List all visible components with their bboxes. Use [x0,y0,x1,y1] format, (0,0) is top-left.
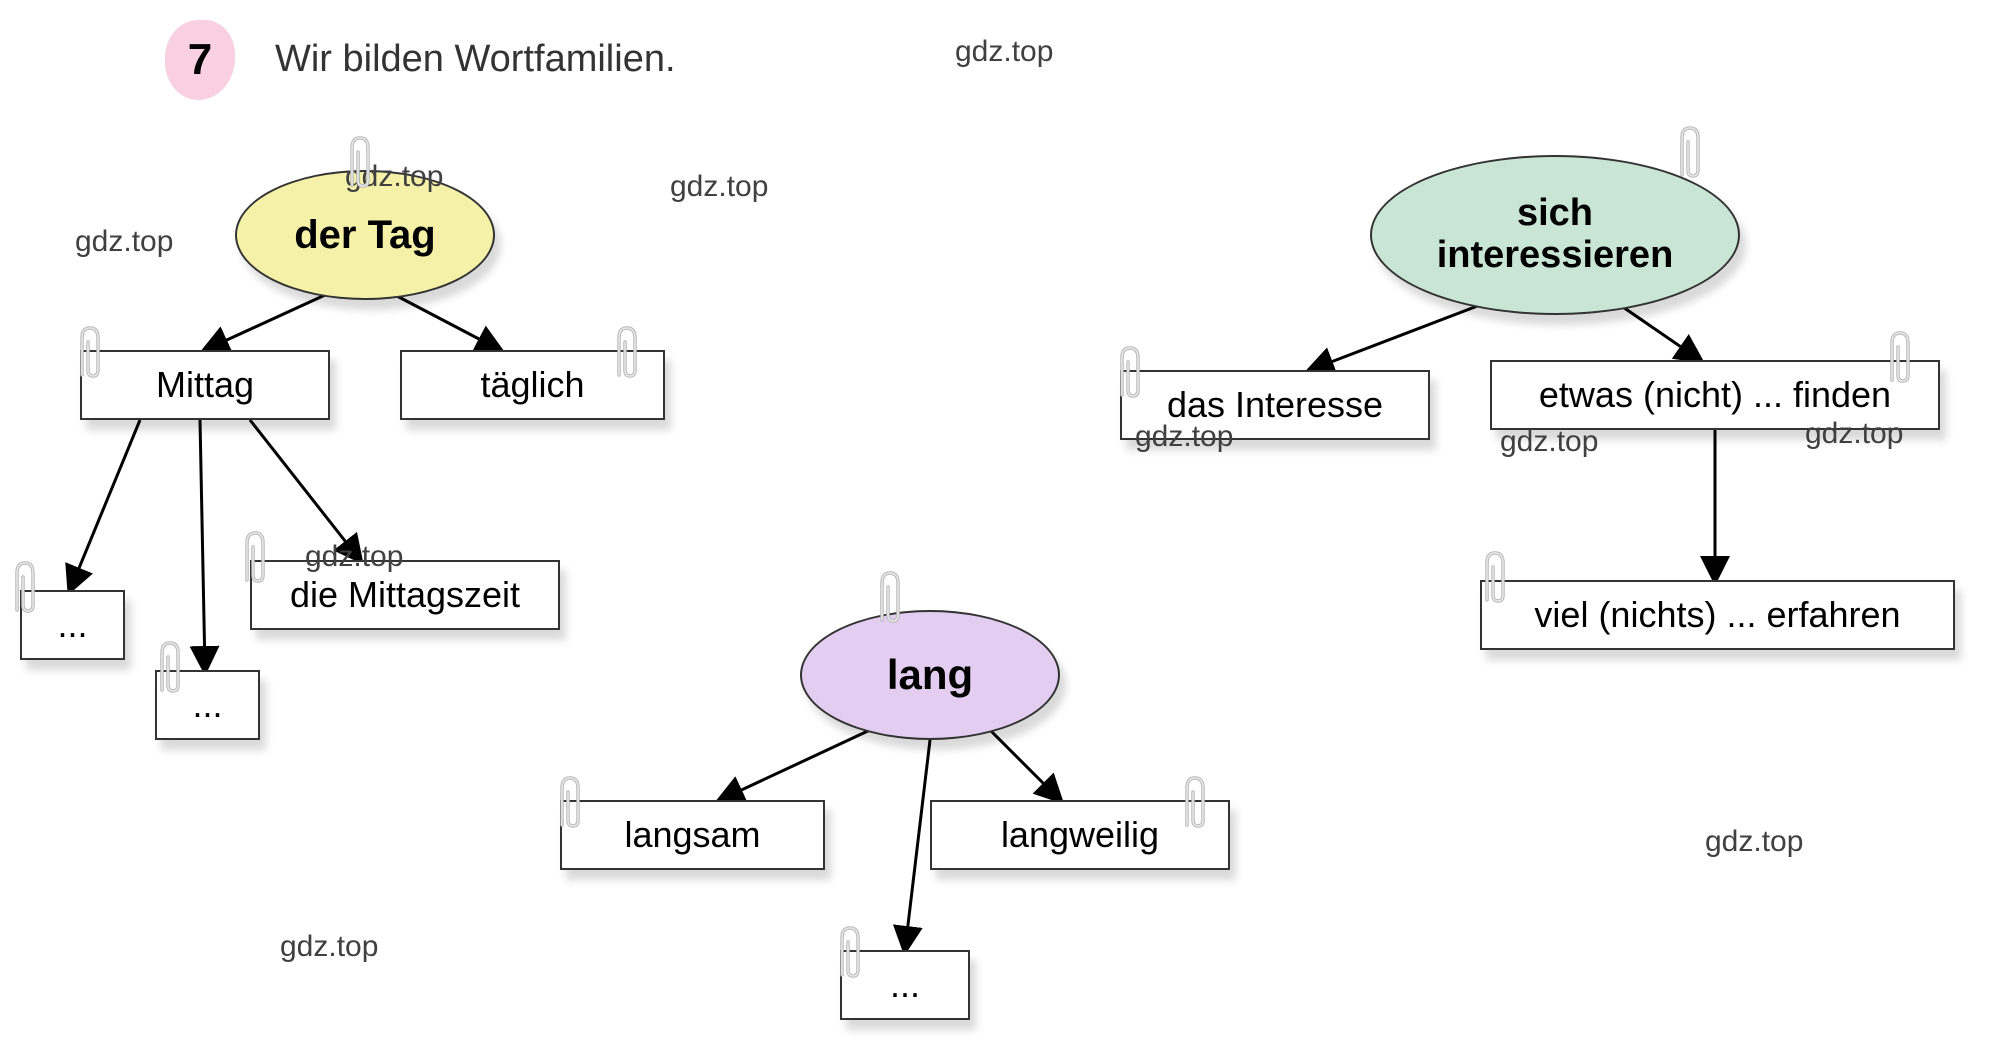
box-tag-mittagszeit: die Mittagszeit [250,560,560,630]
task-number: 7 [188,35,212,85]
paperclip-icon [870,565,910,635]
paperclip-icon [235,525,275,595]
box-lang-langsam: langsam [560,800,825,870]
task-number-badge: 7 [165,20,235,100]
root-lang: lang [800,610,1060,740]
watermark: gdz.top [280,930,378,964]
paperclip-icon [550,770,590,840]
paperclip-icon [1880,325,1920,395]
box-int-erfahren: viel (nichts) ... erfahren [1480,580,1955,650]
paperclip-icon [70,320,110,390]
watermark: gdz.top [305,540,403,574]
paperclip-icon [1175,770,1215,840]
watermark: gdz.top [1805,417,1903,451]
paperclip-icon [607,320,647,390]
box-tag-mittag: Mittag [80,350,330,420]
watermark: gdz.top [1705,825,1803,859]
paperclip-icon [1670,120,1710,190]
watermark: gdz.top [1135,420,1233,454]
paperclip-icon [1110,340,1150,410]
paperclip-icon [340,130,380,200]
paperclip-icon [830,920,870,990]
paperclip-icon [150,635,190,705]
task-title: Wir bilden Wortfamilien. [275,38,676,81]
watermark: gdz.top [1500,425,1598,459]
paperclip-icon [1475,545,1515,615]
watermark: gdz.top [955,35,1053,69]
watermark: gdz.top [75,225,173,259]
paperclip-icon [5,555,45,625]
watermark: gdz.top [670,170,768,204]
